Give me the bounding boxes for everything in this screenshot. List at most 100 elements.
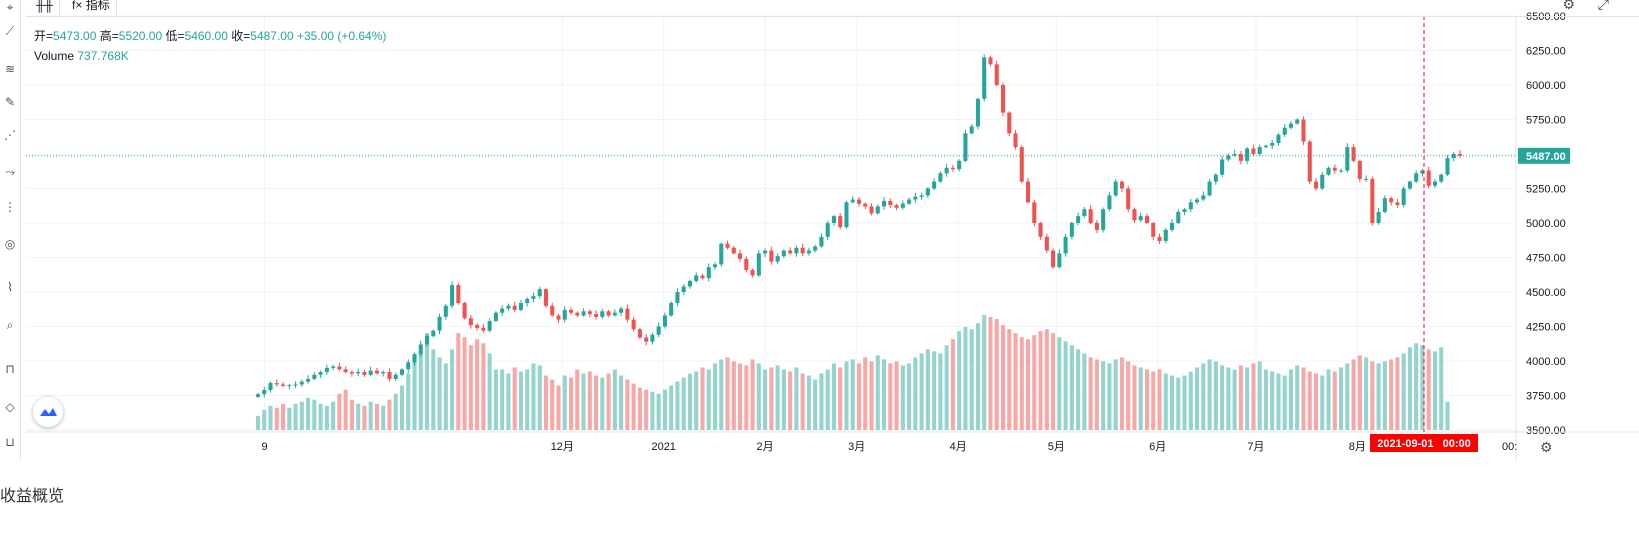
x-tick-label: 12月 [551, 441, 574, 453]
candle-body [1151, 223, 1156, 237]
volume-bar [1057, 337, 1062, 430]
pattern-icon[interactable]: ⋰ [4, 128, 16, 142]
candle-body [813, 246, 818, 251]
volume-bar [556, 385, 561, 430]
volume-bar [975, 323, 980, 430]
candle-body [1295, 119, 1300, 124]
candle-body [1195, 199, 1200, 203]
fib-tool-icon[interactable]: ≋ [4, 62, 16, 76]
text-tool-icon[interactable]: ⤳ [5, 165, 15, 179]
volume-bar [262, 409, 267, 430]
lock-icon[interactable]: ⊓ [5, 362, 15, 376]
volume-bar [487, 353, 492, 430]
volume-bar [418, 353, 423, 430]
volume-bar [1382, 361, 1387, 430]
candle-body [393, 374, 398, 379]
trash-icon[interactable]: ⊔ [5, 435, 15, 449]
candle-body [700, 275, 705, 279]
volume-bar [543, 375, 549, 430]
candle-body [299, 381, 304, 385]
volume-bar [1357, 355, 1362, 430]
volume-bar [1445, 401, 1450, 430]
chart-type-button[interactable]: ╫╫ [30, 0, 61, 16]
x-tick-label: 4月 [950, 441, 967, 453]
candle-body [331, 366, 336, 368]
candles-icon: ╫╫ [36, 0, 54, 12]
candle-body [1051, 250, 1056, 268]
brush-icon[interactable]: ✎ [4, 95, 16, 109]
ruler-icon[interactable]: ⌇ [7, 280, 13, 294]
volume-bar [1389, 359, 1394, 430]
candle-body [387, 372, 392, 379]
candle-body [606, 311, 611, 316]
candle-body [281, 384, 286, 386]
candle-body [819, 236, 824, 247]
candle-body [1307, 141, 1312, 182]
volume-bar [550, 379, 555, 430]
volume-bar [656, 393, 661, 430]
candle-body [944, 167, 949, 174]
candle-body [775, 256, 780, 262]
circle-icon[interactable]: ◎ [4, 237, 16, 251]
candle-body [337, 366, 342, 370]
candle-body [255, 394, 261, 397]
candle-body [982, 57, 987, 99]
volume-bar [994, 319, 999, 430]
drawing-toolbar: ⌖ ⟋ ≋ ✎ ⋰ ⤳ ⋮ ◎ ⌇ ⌕ ⊓ ◇ ⊔ [0, 0, 21, 460]
measure-icon[interactable]: ⋮ [4, 200, 16, 214]
volume-bar [594, 375, 599, 430]
volume-bar [318, 403, 323, 430]
candle-body [969, 126, 974, 134]
eye-icon[interactable]: ◇ [5, 400, 15, 414]
volume-bar [368, 401, 373, 430]
candle-body [1226, 155, 1231, 160]
candle-body [725, 243, 730, 248]
crosshair-tool-icon[interactable]: ⌖ [6, 0, 14, 14]
volume-bar [963, 327, 968, 430]
zoom-icon[interactable]: ⌕ [6, 318, 14, 332]
candle-body [531, 296, 536, 299]
candle-body [744, 258, 749, 270]
candle-body [324, 367, 329, 373]
candle-body [850, 199, 855, 203]
candle-body [594, 314, 599, 317]
candle-body [656, 326, 661, 335]
volume-bar [568, 377, 574, 430]
candle-body [988, 57, 993, 65]
candle-body [1432, 181, 1437, 186]
volume-bar [788, 371, 793, 430]
candle-body [1119, 181, 1124, 189]
volume-bar [1301, 367, 1306, 430]
volume-bar [437, 357, 442, 430]
volume-bar [606, 373, 611, 430]
volume-bar [856, 363, 862, 430]
volume-bar [806, 375, 811, 430]
tradingview-logo-icon[interactable] [33, 397, 63, 427]
settings-icon[interactable]: ⚙ [1562, 0, 1575, 12]
candle-body [1251, 148, 1256, 154]
candle-body [1376, 211, 1381, 223]
candle-body [1232, 154, 1237, 156]
candle-body [1057, 253, 1062, 268]
volume-bar [1126, 361, 1131, 430]
candle-body [512, 305, 517, 310]
volume-bar [982, 315, 987, 430]
candle-body [293, 384, 298, 386]
volume-bar [493, 369, 498, 430]
indicators-button[interactable]: f× 指标 [66, 0, 117, 16]
volume-bar [1138, 367, 1143, 430]
candle-body [856, 199, 862, 204]
volume-bar [612, 369, 617, 430]
volume-bar [456, 333, 461, 430]
fullscreen-icon[interactable]: ⤢ [1597, 0, 1609, 12]
candle-body [875, 206, 880, 214]
candle-body [1101, 209, 1106, 230]
candle-body [1257, 147, 1262, 154]
volume-bar [625, 379, 630, 430]
candle-body [362, 372, 367, 375]
x-tick-label: 6月 [1149, 441, 1166, 453]
trend-line-icon[interactable]: ⟋ [5, 24, 15, 38]
volume-bar [1276, 373, 1281, 430]
